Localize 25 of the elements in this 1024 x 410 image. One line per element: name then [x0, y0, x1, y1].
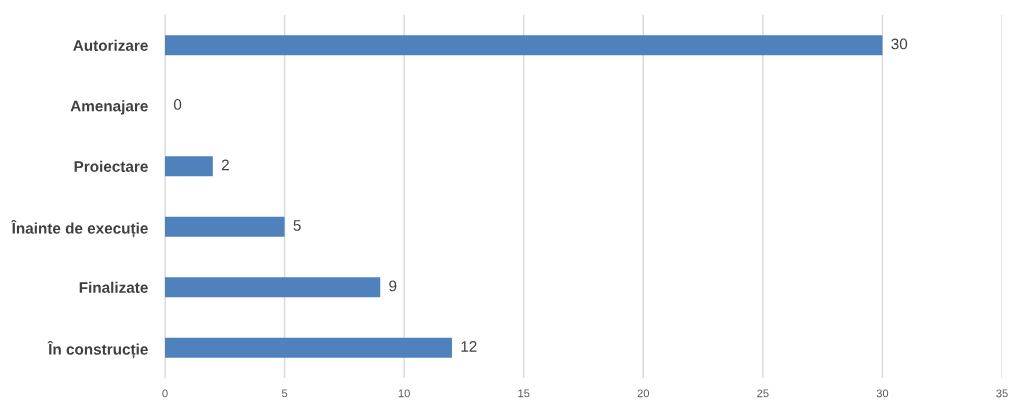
bar [165, 277, 381, 298]
bar [165, 216, 285, 237]
bar [165, 337, 452, 358]
data-label: 9 [389, 280, 397, 292]
data-label: 30 [891, 38, 908, 50]
y-tick-label: Amenajare [70, 100, 148, 115]
data-label: 0 [173, 99, 182, 110]
x-tick-label: 5 [281, 389, 288, 398]
x-tick-label: 30 [876, 389, 889, 398]
y-tick-label: Finalizate [79, 281, 148, 293]
data-label: 12 [461, 341, 477, 352]
y-tick-label: Proiectare [74, 160, 148, 172]
y-tick-label: Înainte de execuție [11, 219, 148, 238]
y-tick-label: În construcție [47, 340, 148, 359]
data-label: 2 [221, 159, 229, 171]
x-tick-label: 25 [757, 389, 769, 398]
x-tick-label: 15 [518, 389, 530, 398]
x-tick-label: 20 [637, 389, 650, 398]
bar [165, 156, 213, 177]
y-tick-label: Autorizare [73, 39, 148, 51]
bar [165, 35, 883, 56]
x-tick-label: 35 [996, 389, 1008, 398]
x-tick-label: 10 [398, 389, 410, 398]
data-label: 5 [293, 220, 301, 231]
x-tick-label: 0 [162, 389, 168, 398]
